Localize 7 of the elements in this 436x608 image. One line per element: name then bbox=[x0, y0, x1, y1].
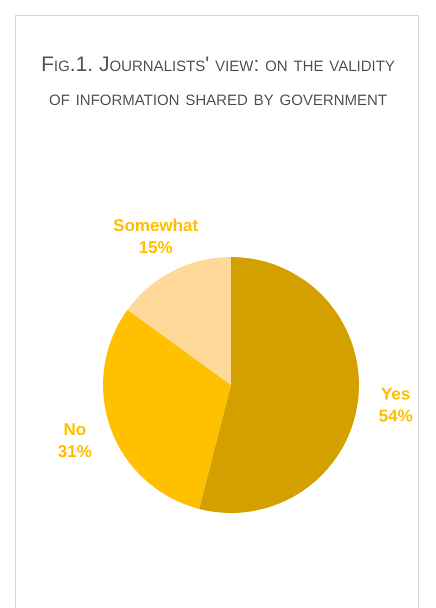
data-label: 54% bbox=[378, 406, 413, 426]
slice-label: Somewhat bbox=[113, 216, 198, 235]
data-label: 15% bbox=[138, 238, 173, 257]
slice-label: No bbox=[63, 420, 86, 439]
slice-label: Yes bbox=[381, 384, 410, 404]
chart-title: Fig.1. Journalists' view: on the validity of information shared by government bbox=[40, 52, 396, 112]
data-label: 31% bbox=[58, 442, 92, 461]
